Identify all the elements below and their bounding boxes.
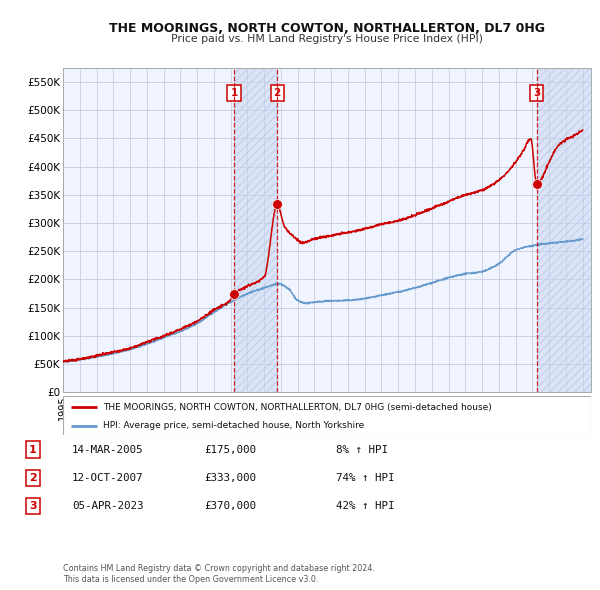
Text: This data is licensed under the Open Government Licence v3.0.: This data is licensed under the Open Gov… xyxy=(63,575,319,584)
Text: 12-OCT-2007: 12-OCT-2007 xyxy=(72,473,143,483)
Text: 3: 3 xyxy=(29,502,37,511)
Text: £175,000: £175,000 xyxy=(204,445,256,454)
Text: THE MOORINGS, NORTH COWTON, NORTHALLERTON, DL7 0HG: THE MOORINGS, NORTH COWTON, NORTHALLERTO… xyxy=(109,22,545,35)
Text: 74% ↑ HPI: 74% ↑ HPI xyxy=(336,473,395,483)
Bar xyxy=(536,68,591,392)
Bar xyxy=(234,68,277,392)
Text: 05-APR-2023: 05-APR-2023 xyxy=(72,502,143,511)
Text: 42% ↑ HPI: 42% ↑ HPI xyxy=(336,502,395,511)
Text: Price paid vs. HM Land Registry's House Price Index (HPI): Price paid vs. HM Land Registry's House … xyxy=(171,34,483,44)
Text: 2: 2 xyxy=(274,88,281,99)
Bar xyxy=(536,68,591,392)
Text: THE MOORINGS, NORTH COWTON, NORTHALLERTON, DL7 0HG (semi-detached house): THE MOORINGS, NORTH COWTON, NORTHALLERTO… xyxy=(103,403,491,412)
Text: 14-MAR-2005: 14-MAR-2005 xyxy=(72,445,143,454)
Text: £333,000: £333,000 xyxy=(204,473,256,483)
Text: HPI: Average price, semi-detached house, North Yorkshire: HPI: Average price, semi-detached house,… xyxy=(103,421,364,430)
Text: 1: 1 xyxy=(29,445,37,454)
Text: 3: 3 xyxy=(533,88,541,99)
Text: 8% ↑ HPI: 8% ↑ HPI xyxy=(336,445,388,454)
Text: 1: 1 xyxy=(230,88,238,99)
Text: £370,000: £370,000 xyxy=(204,502,256,511)
Text: 2: 2 xyxy=(29,473,37,483)
Text: Contains HM Land Registry data © Crown copyright and database right 2024.: Contains HM Land Registry data © Crown c… xyxy=(63,565,375,573)
Bar xyxy=(234,68,277,392)
